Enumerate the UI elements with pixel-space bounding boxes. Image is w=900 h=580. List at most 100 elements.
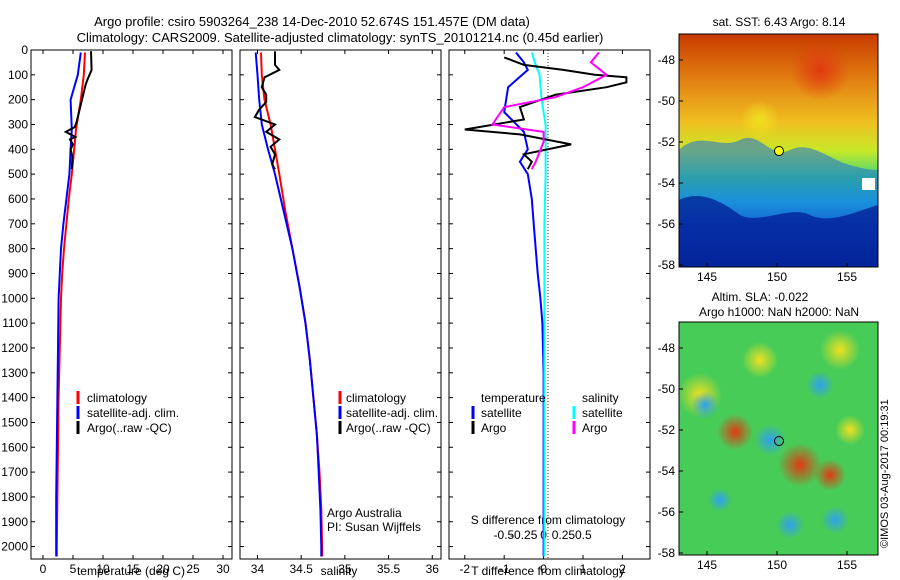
- temperature-panel: [30, 49, 233, 560]
- sla-map-title-line1: Altim. SLA: -0.022: [712, 290, 809, 304]
- temperature-series: [55, 51, 93, 557]
- map-lat-label: -58: [658, 546, 676, 560]
- map-lon-label: 150: [767, 270, 787, 284]
- depth-tick-label: 700: [8, 217, 28, 231]
- legend-label-climatology: climatology: [346, 391, 406, 405]
- series-line-satellite-adj-clim-: [55, 52, 82, 557]
- salinity-panel: [239, 49, 442, 560]
- map-lon-label: 145: [697, 558, 717, 572]
- difference-series: [464, 51, 628, 557]
- depth-tick-label: 1700: [1, 465, 28, 479]
- series-line-salinity-argo: [490, 51, 609, 170]
- x-tick-label: 20: [156, 562, 170, 576]
- x-tick-label: 2: [619, 562, 626, 576]
- x-tick-label: 34: [251, 562, 265, 576]
- x-tick-label: 0: [540, 562, 547, 576]
- map-lat-label: -56: [658, 217, 676, 231]
- t-difference-x-axis: -2 -1 0 1 2: [459, 50, 626, 576]
- legend-label-argo: Argo(..raw -QC): [346, 421, 431, 435]
- sla-map: Altim. SLA: -0.022 Argo h1000: NaN h2000…: [658, 290, 879, 572]
- legend-label-sal-satellite: satellite: [582, 406, 623, 420]
- depth-tick-label: 1500: [1, 415, 28, 429]
- figure-title-line2: Climatology: CARS2009. Satellite-adjuste…: [77, 30, 604, 45]
- map-lat-label: -48: [658, 341, 676, 355]
- depth-tick-label: 600: [8, 192, 28, 206]
- argo-australia-note: Argo Australia: [327, 506, 402, 520]
- map-lat-label: -54: [658, 176, 676, 190]
- imos-credit: ©IMOS 03-Aug-2017 00:19:31: [879, 399, 891, 548]
- salinity-axis-label: salinity: [321, 564, 358, 578]
- x-tick-label: -1: [499, 562, 510, 576]
- depth-tick-label: 1000: [1, 291, 28, 305]
- s-diff-tick-label: -0.25: [510, 528, 538, 542]
- temperature-legend: climatology satellite-adj. clim. Argo(..…: [76, 391, 179, 435]
- legend-label-temp-satellite: satellite: [481, 406, 522, 420]
- s-diff-tick-label: 0.25: [552, 528, 576, 542]
- map-lat-label: -50: [658, 382, 676, 396]
- legend-label-sal-argo: Argo: [582, 421, 608, 435]
- depth-tick-label: 1100: [2, 316, 28, 330]
- depth-tick-label: 300: [8, 117, 28, 131]
- x-tick-label: -2: [459, 562, 470, 576]
- x-tick-label: 35: [338, 562, 352, 576]
- argo-position-marker: [774, 146, 784, 156]
- figure-title-line1: Argo profile: csiro 5903264_238 14-Dec-2…: [94, 14, 530, 29]
- map-lat-label: -48: [658, 53, 676, 67]
- series-line-argo-raw-qc-: [253, 51, 282, 170]
- depth-tick-label: 500: [8, 167, 28, 181]
- depth-tick-label: 2000: [1, 540, 28, 554]
- x-tick-label: 5: [70, 562, 77, 576]
- s-difference-axis-label: S difference from climatology: [471, 513, 626, 527]
- legend-title-temperature: temperature: [481, 391, 546, 405]
- depth-tick-label: 1300: [1, 366, 28, 380]
- series-line-satellite-adj-clim-: [254, 52, 323, 557]
- x-tick-label: 34.5: [289, 562, 313, 576]
- depth-axis: 0 100 200 300 400 500 600 700 800 900 1000 1100 1200…: [1, 43, 650, 554]
- legend-label-argo: Argo(..raw -QC): [87, 421, 172, 435]
- sst-map-title: sat. SST: 6.43 Argo: 8.14: [713, 15, 846, 29]
- s-diff-tick-label: -0.5: [494, 528, 515, 542]
- depth-tick-label: 1600: [1, 440, 28, 454]
- argo-position-marker: [774, 436, 784, 446]
- legend-label-climatology: climatology: [87, 391, 147, 405]
- map-lat-label: -52: [658, 423, 676, 437]
- x-tick-label: 30: [216, 562, 230, 576]
- map-lat-label: -56: [658, 505, 676, 519]
- series-line-temperature-satellite: [503, 51, 545, 557]
- salinity-series: [253, 51, 324, 557]
- depth-tick-label: 1200: [1, 341, 28, 355]
- series-line-argo-raw-qc-: [63, 51, 93, 170]
- x-tick-label: 36: [426, 562, 440, 576]
- x-tick-label: 10: [96, 562, 110, 576]
- map-lon-label: 145: [697, 270, 717, 284]
- s-diff-tick-label: 0.5: [575, 528, 592, 542]
- temperature-axis-label: temperature (deg C): [77, 564, 185, 578]
- depth-tick-label: 800: [8, 242, 28, 256]
- depth-tick-label: 400: [8, 142, 28, 156]
- series-line-salinity-satellite: [530, 52, 547, 557]
- depth-tick-label: 1800: [1, 490, 28, 504]
- map-lat-label: -50: [658, 94, 676, 108]
- map-lat-label: -52: [658, 135, 676, 149]
- map-lon-label: 150: [767, 558, 787, 572]
- x-tick-label: 0: [40, 562, 47, 576]
- depth-tick-label: 100: [8, 68, 28, 82]
- difference-panel: [448, 49, 651, 560]
- x-tick-label: 35.5: [377, 562, 401, 576]
- difference-legend: temperature salinity satellite Argo sate…: [471, 391, 623, 435]
- legend-label-satellite: satellite-adj. clim.: [87, 406, 179, 420]
- sst-map: sat. SST: 6.43 Argo: 8.14 -48 -50 -52 -54 -5…: [658, 15, 879, 284]
- pi-note: PI: Susan Wijffels: [327, 520, 421, 534]
- salinity-legend: climatology satellite-adj. clim. Argo(..…: [327, 391, 438, 534]
- x-tick-label: 15: [126, 562, 140, 576]
- depth-tick-label: 0: [21, 43, 28, 57]
- sla-map-title-line2: Argo h1000: NaN h2000: NaN: [699, 305, 859, 319]
- legend-label-temp-argo: Argo: [481, 421, 507, 435]
- temperature-x-axis: 0 5 10 15 20 25 30: [40, 50, 230, 576]
- depth-tick-label: 1900: [1, 515, 28, 529]
- legend-title-salinity: salinity: [582, 391, 619, 405]
- x-tick-label: 25: [186, 562, 200, 576]
- map-lat-label: -54: [658, 464, 676, 478]
- map-lon-label: 155: [837, 558, 857, 572]
